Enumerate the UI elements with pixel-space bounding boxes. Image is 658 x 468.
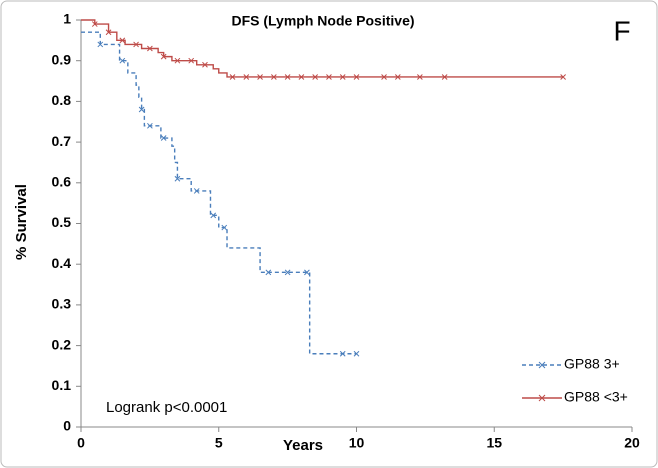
survival-line	[81, 19, 564, 78]
survival-line	[81, 31, 357, 355]
censor-mark	[312, 74, 319, 80]
chart-title: DFS (Lymph Node Positive)	[231, 13, 414, 29]
censor-mark	[210, 212, 217, 219]
y-tick-label: 1	[63, 11, 71, 27]
legend-marker	[538, 394, 546, 402]
panel-label: F	[613, 15, 630, 46]
y-tick-label: 0.6	[52, 174, 72, 190]
censor-mark	[119, 37, 126, 44]
censor-mark	[326, 74, 332, 80]
y-tick-label: 0.2	[52, 336, 72, 352]
censor-mark	[119, 57, 126, 64]
censor-mark	[147, 45, 153, 52]
y-tick-label: 0	[63, 418, 71, 434]
y-tick-label: 0.8	[52, 92, 72, 108]
x-tick-label: 10	[349, 435, 365, 451]
x-tick-label: 0	[77, 435, 85, 451]
censor-mark	[339, 74, 346, 80]
y-tick-label: 0.9	[52, 51, 72, 67]
legend-label: GP88 3+	[564, 356, 620, 372]
censor-mark	[381, 74, 387, 80]
censor-mark	[284, 74, 291, 80]
censor-mark	[353, 74, 360, 80]
censor-mark	[257, 74, 263, 80]
censor-mark	[284, 269, 291, 276]
y-tick-label: 0.7	[52, 133, 72, 149]
censor-mark	[160, 135, 167, 141]
censor-mark	[441, 74, 448, 80]
censor-mark	[138, 106, 145, 113]
legend-marker	[538, 361, 546, 369]
censor-mark	[147, 122, 153, 129]
censor-mark	[339, 350, 346, 357]
censor-mark	[221, 224, 228, 231]
y-axis-label: % Survival	[13, 184, 30, 260]
x-axis-label: Years	[283, 437, 323, 454]
censor-mark	[394, 74, 401, 80]
censor-mark	[560, 74, 566, 80]
x-tick-label: 15	[486, 435, 502, 451]
x-tick-label: 5	[215, 435, 223, 451]
legend-label: GP88 <3+	[564, 389, 628, 405]
censor-mark	[160, 53, 167, 60]
censor-mark	[304, 269, 310, 276]
censor-mark	[133, 41, 139, 48]
x-tick-label: 20	[624, 435, 640, 451]
censor-mark	[174, 57, 181, 64]
censor-mark	[188, 57, 195, 64]
censor-mark	[229, 74, 236, 80]
censor-mark	[270, 74, 277, 80]
censor-mark	[97, 41, 104, 48]
censor-mark	[91, 21, 98, 27]
censor-mark	[243, 74, 250, 80]
y-tick-label: 0.5	[52, 214, 72, 230]
y-tick-label: 0.4	[52, 255, 72, 271]
censor-mark	[353, 350, 360, 357]
censor-mark	[174, 175, 181, 182]
censor-mark	[417, 74, 423, 80]
censor-mark	[193, 188, 200, 194]
censor-mark	[265, 269, 272, 276]
censor-mark	[105, 29, 112, 36]
y-tick-label: 0.3	[52, 296, 72, 312]
annotation: Logrank p<0.0001	[106, 399, 227, 416]
y-tick-label: 0.1	[52, 377, 72, 393]
censor-mark	[298, 74, 305, 80]
censor-mark	[202, 61, 208, 68]
